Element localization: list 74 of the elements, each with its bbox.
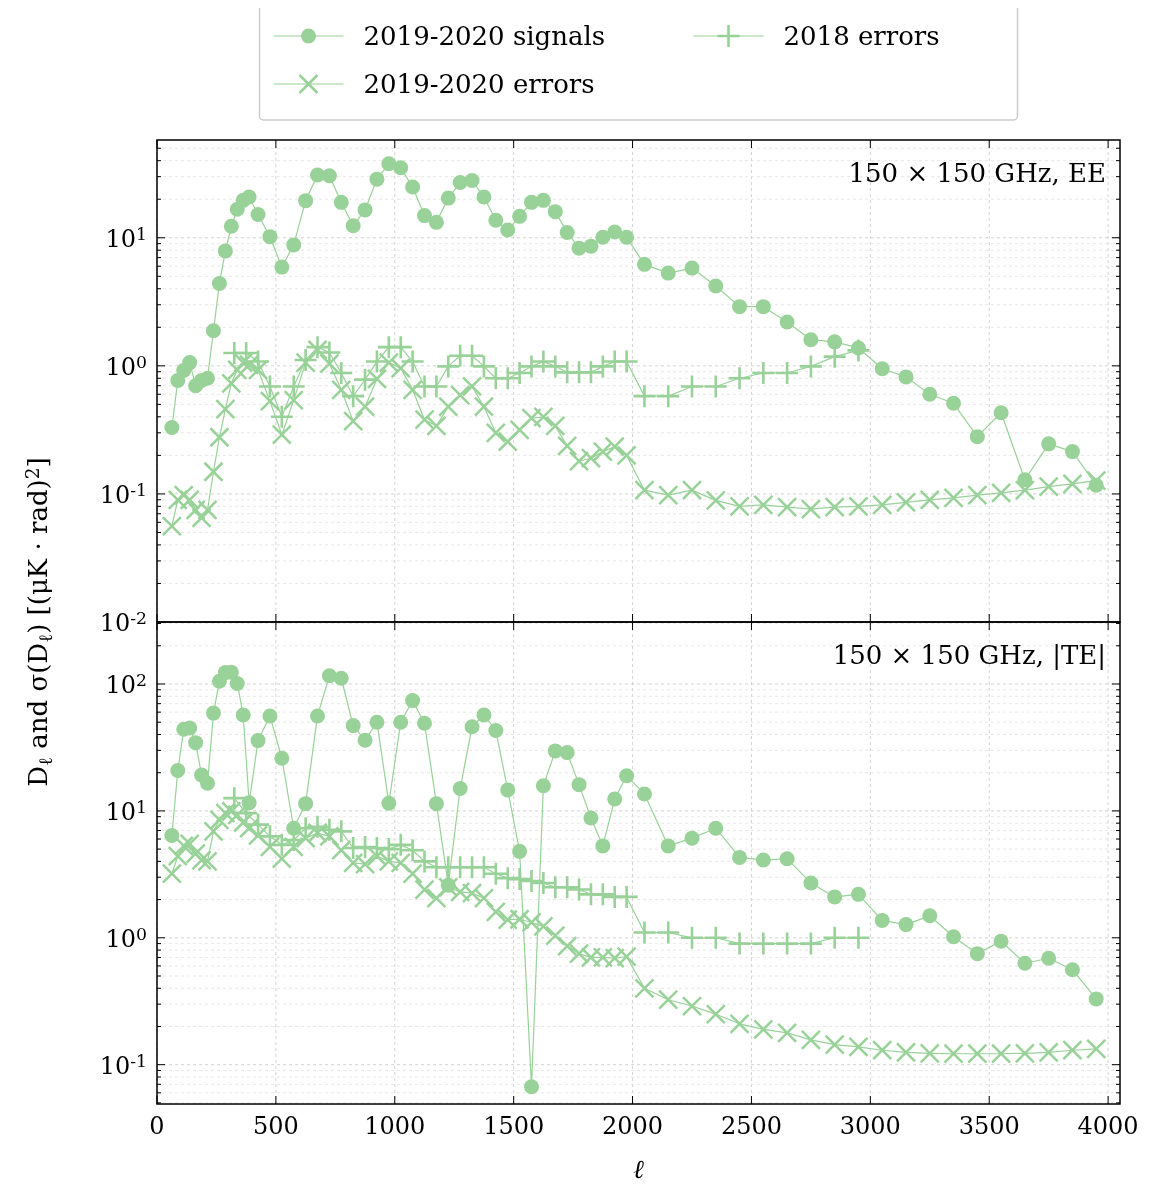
point — [520, 870, 543, 893]
point — [615, 350, 638, 373]
point — [401, 839, 424, 862]
x-tick-label: 0 — [149, 1112, 165, 1140]
point — [799, 355, 822, 378]
x-tick-label: 2500 — [720, 1112, 782, 1140]
point — [354, 368, 377, 391]
point — [544, 355, 567, 378]
point — [425, 375, 448, 398]
point — [633, 385, 656, 408]
point — [532, 350, 555, 373]
point — [318, 341, 341, 364]
point — [330, 361, 353, 384]
point — [568, 878, 591, 901]
point — [532, 872, 555, 895]
point — [823, 926, 846, 949]
y-tick-label: 10$^{1}$ — [105, 223, 147, 253]
point — [461, 344, 484, 367]
point — [389, 833, 412, 856]
point — [752, 361, 775, 384]
point — [258, 825, 281, 848]
point — [591, 355, 614, 378]
point — [704, 375, 727, 398]
point — [389, 336, 412, 359]
y-tick-label: 10$^{-2}$ — [99, 608, 147, 637]
y-tick-label: 10$^{0}$ — [105, 352, 147, 381]
point — [752, 932, 775, 955]
point — [847, 339, 870, 362]
point — [472, 355, 495, 378]
point — [223, 787, 246, 810]
point — [258, 375, 281, 398]
annotation: 150 × 150 GHz, |TE| — [832, 640, 1106, 670]
point — [508, 361, 531, 384]
point — [728, 367, 751, 390]
x-tick-label: 4000 — [1077, 1112, 1139, 1140]
x-tick-label: 1000 — [364, 1112, 426, 1140]
point — [799, 932, 822, 955]
x-tick-label: 2000 — [602, 1112, 664, 1140]
y-tick-label: 10$^{-1}$ — [99, 480, 147, 509]
y-tick-label: 10$^{0}$ — [105, 923, 147, 953]
point — [681, 926, 703, 949]
x-tick-label: 3000 — [839, 1112, 901, 1140]
x-tick-label: 3500 — [958, 1112, 1020, 1140]
point — [484, 862, 507, 885]
point — [401, 350, 424, 373]
point — [847, 926, 870, 949]
point — [633, 921, 656, 944]
point — [247, 813, 270, 836]
point — [365, 350, 388, 373]
legend-label: 2018 errors — [783, 21, 940, 51]
y-tick-label: 10$^{-1}$ — [99, 1050, 147, 1080]
point — [681, 375, 703, 398]
legend-label: 2019-2020 signals — [363, 21, 606, 51]
point — [704, 926, 727, 949]
point — [282, 375, 305, 398]
point — [413, 850, 436, 873]
point — [520, 355, 543, 378]
x-axis-title: ℓ — [633, 1154, 645, 1184]
point — [776, 932, 799, 955]
point — [437, 355, 460, 378]
point — [728, 932, 751, 955]
point — [591, 883, 614, 906]
point — [615, 885, 638, 908]
point — [657, 921, 680, 944]
point — [579, 361, 602, 384]
point — [508, 868, 531, 891]
point — [657, 385, 680, 408]
annotation: 150 × 150 GHz, EE — [848, 158, 1106, 188]
point — [496, 367, 519, 390]
y-tick-label: 10$^{1}$ — [105, 797, 147, 826]
x-tick-label: 1500 — [483, 1112, 545, 1140]
x-tick-label: 500 — [252, 1112, 299, 1140]
y-tick-label: 10$^{2}$ — [105, 670, 147, 699]
legend-label: 2019-2020 errors — [363, 69, 595, 99]
